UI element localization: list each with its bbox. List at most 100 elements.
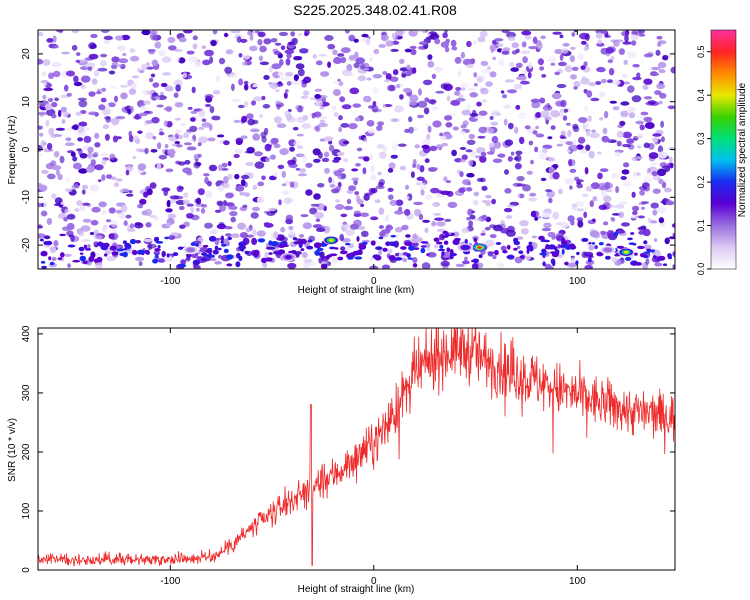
noise-speckle [556,143,563,147]
noise-speckle [51,165,62,171]
noise-speckle [110,220,118,228]
noise-speckle [444,30,448,34]
noise-speckle [643,96,653,100]
noise-speckle [562,115,568,121]
noise-speckle [414,144,420,149]
band-speckle [407,257,413,260]
noise-speckle [418,46,427,50]
band-speckle [227,236,232,241]
noise-speckle [128,88,137,95]
noise-speckle [476,101,482,107]
noise-speckle [175,56,180,62]
colorbar-tick-label: 0.2 [696,176,706,189]
noise-speckle [652,133,662,137]
noise-speckle [341,223,350,230]
noise-speckle [109,234,116,240]
noise-speckle [573,86,578,90]
noise-speckle [220,235,225,242]
noise-speckle [658,100,663,105]
noise-speckle [125,169,130,176]
noise-speckle [245,161,254,167]
noise-speckle [372,86,379,95]
band-speckle [40,250,48,257]
band-speckle [581,237,589,242]
noise-speckle [286,81,292,86]
noise-speckle [461,87,466,92]
noise-speckle [541,227,552,232]
noise-speckle [262,104,271,109]
noise-speckle [408,126,414,134]
band-speckle [635,262,642,266]
noise-speckle [143,238,153,242]
noise-speckle [416,176,425,181]
noise-speckle [362,167,367,175]
noise-speckle [583,46,588,51]
y-tick-label: 10 [21,96,32,108]
noise-speckle [279,59,284,66]
noise-speckle [492,56,497,61]
noise-speckle [115,178,123,182]
noise-speckle [174,79,183,87]
noise-speckle [64,253,72,257]
band-speckle [502,250,508,254]
noise-speckle [137,204,144,209]
noise-speckle [446,180,451,184]
band-speckle [79,252,84,255]
noise-speckle [503,104,512,110]
band-speckle [85,248,92,251]
noise-speckle [672,264,675,269]
noise-speckle [573,138,577,147]
noise-speckle [269,66,273,73]
noise-speckle [659,92,667,99]
noise-speckle [51,101,58,108]
noise-speckle [511,42,519,49]
noise-speckle [165,105,173,113]
noise-speckle [560,48,569,54]
noise-speckle [328,144,335,152]
noise-speckle [493,141,502,149]
noise-speckle [469,151,477,157]
noise-speckle [588,82,596,87]
band-speckle [88,256,95,262]
noise-speckle [652,209,658,216]
noise-speckle [264,143,272,152]
noise-speckle [469,113,479,117]
noise-speckle [653,238,658,243]
noise-speckle [630,40,637,46]
band-speckle [314,250,321,256]
band-speckle [208,235,217,242]
snr-x-label: Height of straight line (km) [298,584,415,595]
noise-speckle [178,57,186,64]
noise-speckle [450,99,461,106]
noise-speckle [477,135,486,139]
band-speckle [647,249,656,253]
noise-speckle [606,230,615,238]
band-speckle [449,254,454,260]
noise-speckle [313,193,321,200]
noise-speckle [299,234,305,238]
noise-speckle [479,30,488,38]
noise-speckle [230,233,240,239]
band-speckle [412,263,418,268]
noise-speckle [279,76,290,81]
noise-speckle [77,97,88,101]
noise-speckle [111,61,118,66]
noise-speckle [190,110,198,114]
noise-speckle [286,52,292,59]
noise-speckle [112,135,118,143]
noise-speckle [360,212,369,218]
noise-speckle [603,182,614,190]
noise-speckle [240,38,248,43]
noise-speckle [217,185,225,192]
noise-speckle [242,53,251,60]
noise-speckle [173,48,183,52]
noise-speckle [424,227,429,233]
noise-speckle [522,184,531,192]
noise-speckle [101,209,107,215]
noise-speckle [598,92,606,97]
noise-speckle [417,100,428,108]
band-speckle [124,242,131,248]
noise-speckle [240,135,248,139]
band-speckle [354,256,363,260]
noise-speckle [419,182,427,190]
